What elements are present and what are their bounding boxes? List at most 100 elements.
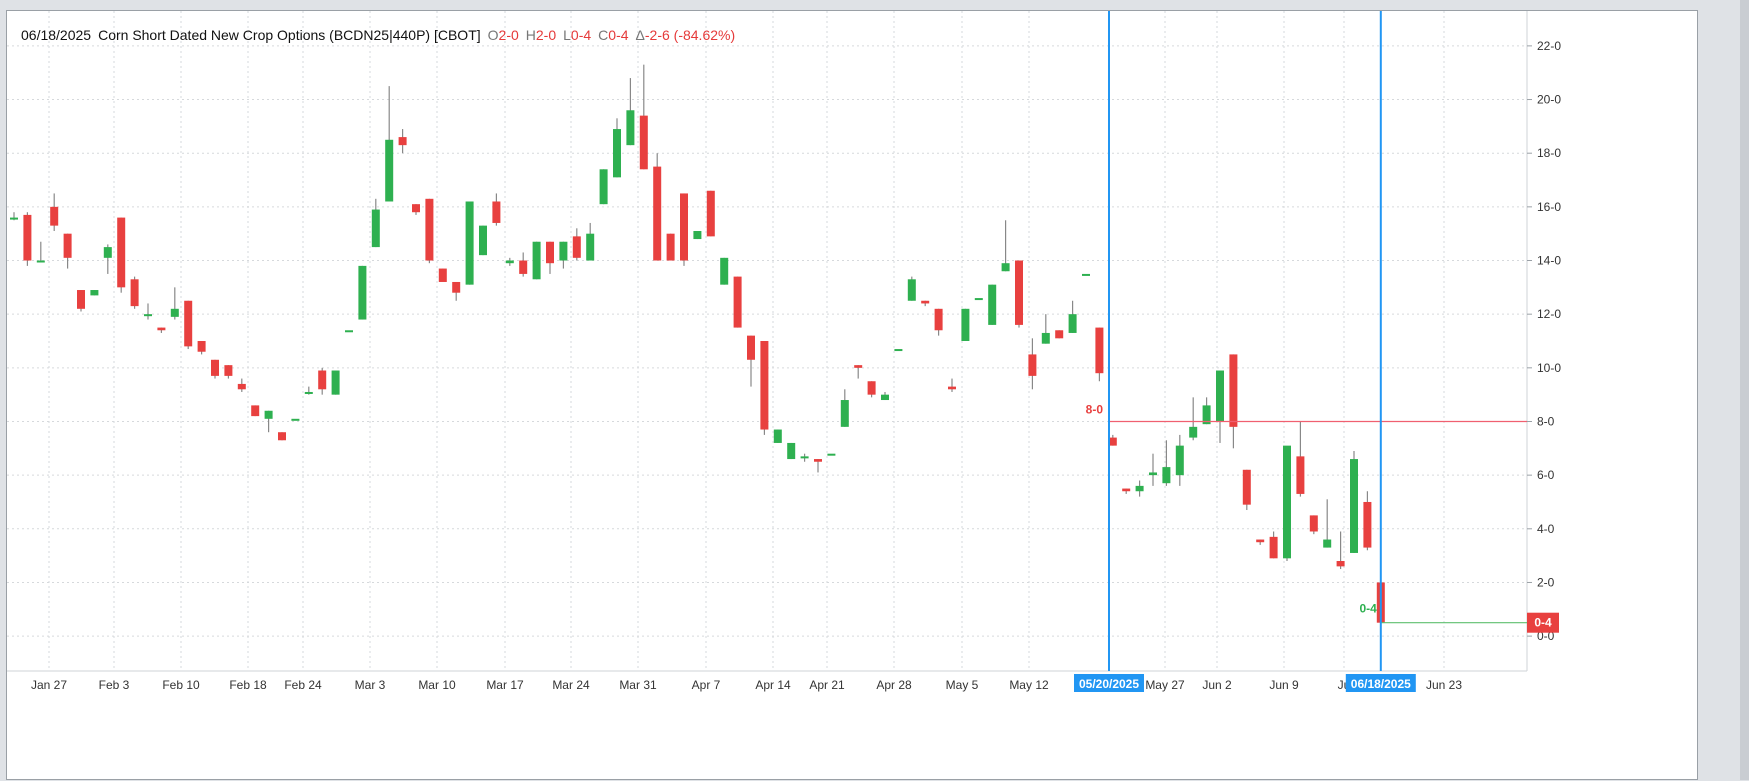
candle-up[interactable] (720, 257, 729, 285)
candle-up[interactable] (1149, 472, 1157, 476)
candle-up[interactable] (358, 265, 367, 320)
candle-up[interactable] (345, 330, 353, 333)
candle-down[interactable] (412, 204, 420, 213)
candle-up[interactable] (693, 231, 702, 240)
candle-down[interactable] (211, 359, 219, 376)
candle-up[interactable] (170, 308, 179, 317)
candle-down[interactable] (760, 341, 769, 430)
candle-down[interactable] (733, 276, 742, 328)
candle-down[interactable] (117, 217, 126, 288)
candle-up[interactable] (532, 241, 541, 280)
candle-down[interactable] (224, 365, 233, 376)
candle-up[interactable] (988, 284, 997, 325)
candle-up[interactable] (840, 400, 849, 427)
candle-down[interactable] (639, 115, 648, 170)
candle-down[interactable] (130, 279, 139, 307)
candle-down[interactable] (1095, 327, 1104, 374)
candle-up[interactable] (1283, 445, 1291, 559)
candle-up[interactable] (787, 442, 796, 460)
candle-down[interactable] (318, 370, 327, 390)
candle-down[interactable] (934, 308, 943, 331)
candle-up[interactable] (1323, 539, 1332, 548)
candle-down[interactable] (519, 260, 528, 274)
candle-down[interactable] (948, 386, 956, 390)
candle-up[interactable] (1216, 370, 1224, 422)
candle-down[interactable] (867, 381, 876, 395)
candle-up[interactable] (465, 201, 474, 285)
candle-down[interactable] (666, 233, 675, 261)
candle-down[interactable] (50, 206, 59, 226)
candle-down[interactable] (1028, 354, 1037, 376)
candle-down[interactable] (921, 300, 930, 304)
candle-down[interactable] (747, 335, 755, 360)
candle-up[interactable] (385, 139, 394, 202)
candle-up[interactable] (1202, 405, 1211, 425)
candle-up[interactable] (479, 225, 487, 256)
candle-up[interactable] (505, 260, 514, 264)
candle-up[interactable] (827, 453, 836, 456)
candle-up[interactable] (264, 410, 273, 419)
candle-up[interactable] (304, 391, 313, 394)
candle-down[interactable] (546, 241, 554, 264)
candle-up[interactable] (599, 169, 608, 205)
candle-up[interactable] (331, 370, 340, 395)
candle-up[interactable] (10, 217, 18, 220)
candle-down[interactable] (1269, 536, 1278, 559)
candle-up[interactable] (291, 418, 300, 421)
candle-down[interactable] (1336, 561, 1345, 567)
candle-down[interactable] (452, 281, 461, 293)
candle-up[interactable] (1068, 314, 1077, 333)
candle-down[interactable] (680, 193, 688, 261)
candle-down[interactable] (278, 432, 286, 441)
candle-down[interactable] (438, 268, 447, 282)
candle-up[interactable] (36, 260, 45, 263)
candle-down[interactable] (1122, 488, 1131, 492)
candle-up[interactable] (974, 298, 983, 301)
candle-down[interactable] (157, 327, 166, 331)
candle-down[interactable] (653, 166, 662, 261)
candle-up[interactable] (103, 247, 112, 258)
candle-down[interactable] (63, 233, 72, 258)
candle-up[interactable] (1175, 445, 1184, 476)
candle-up[interactable] (613, 129, 621, 178)
candle-down[interactable] (1108, 437, 1117, 446)
candle-up[interactable] (1189, 426, 1198, 438)
candle-up[interactable] (894, 349, 903, 352)
candle-up[interactable] (1162, 467, 1171, 484)
candle-up[interactable] (1135, 485, 1144, 492)
candle-down[interactable] (23, 214, 32, 261)
candle-up[interactable] (144, 314, 152, 317)
candle-down[interactable] (184, 300, 193, 347)
candle-up[interactable] (559, 241, 568, 261)
candle-down[interactable] (492, 201, 501, 223)
candle-down[interactable] (1242, 469, 1251, 505)
candle-up[interactable] (586, 233, 595, 261)
candle-up[interactable] (626, 110, 635, 146)
candle-down[interactable] (1363, 501, 1372, 548)
chart-panel[interactable]: 0-0 2-0 4-0 6-0 8-0 10-0 12-0 14-0 16-0 18-0 20-0 2… (6, 10, 1698, 780)
candle-up[interactable] (800, 456, 809, 459)
candle-down[interactable] (1296, 456, 1305, 494)
candlestick-chart[interactable]: 0-02-04-06-08-010-012-014-016-018-020-02… (7, 11, 1699, 781)
candle-up[interactable] (1001, 263, 1010, 272)
candle-down[interactable] (425, 198, 434, 261)
candle-up[interactable] (773, 429, 782, 443)
candle-down[interactable] (398, 137, 407, 146)
candle-up[interactable] (1350, 459, 1358, 553)
candle-up[interactable] (881, 394, 889, 401)
candle-up[interactable] (1082, 273, 1090, 276)
candle-down[interactable] (814, 459, 822, 462)
candle-down[interactable] (572, 236, 581, 258)
candle-down[interactable] (251, 405, 260, 417)
candle-down[interactable] (1256, 539, 1265, 543)
candle-up[interactable] (1041, 332, 1050, 344)
candle-down[interactable] (1229, 354, 1238, 427)
candle-down[interactable] (1309, 515, 1318, 532)
candle-up[interactable] (90, 290, 99, 296)
candle-up[interactable] (961, 308, 970, 341)
candle-down[interactable] (1055, 330, 1064, 339)
candle-up[interactable] (907, 279, 916, 301)
candle-down[interactable] (854, 365, 863, 368)
candle-up[interactable] (371, 209, 380, 248)
candle-down[interactable] (237, 383, 246, 390)
